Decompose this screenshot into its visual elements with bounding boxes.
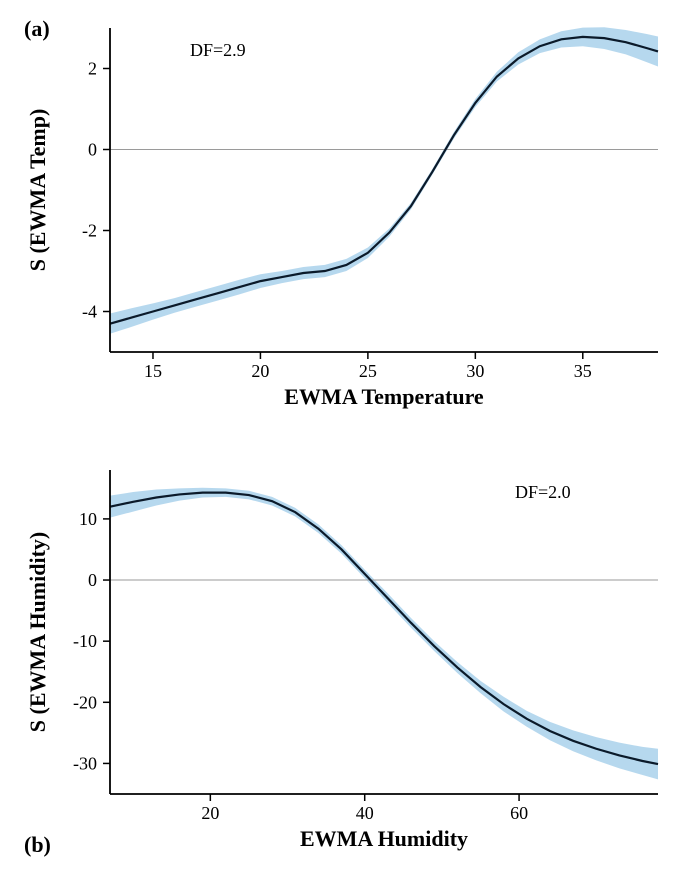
smooth-line <box>110 493 658 764</box>
x-tick-label: 20 <box>201 803 219 823</box>
y-tick-label: 10 <box>79 509 97 529</box>
y-tick-label: -30 <box>73 753 97 773</box>
y-tick-label: 0 <box>88 570 97 590</box>
x-tick-label: 40 <box>356 803 374 823</box>
panel-b-chart: 20 40 60 -30 -20 -10 0 10 EWMA Humidity S (EWMA H… <box>0 0 688 873</box>
y-tick-label: -10 <box>73 631 97 651</box>
confidence-band <box>110 488 658 780</box>
x-axis-label: EWMA Humidity <box>300 826 468 851</box>
x-tick-label: 60 <box>510 803 528 823</box>
y-tick-label: -20 <box>73 692 97 712</box>
y-axis-label: S (EWMA Humidity) <box>25 532 50 732</box>
figure: (a) DF=2.9 (b) DF=2.0 1520253035-4-202EW… <box>0 0 688 873</box>
